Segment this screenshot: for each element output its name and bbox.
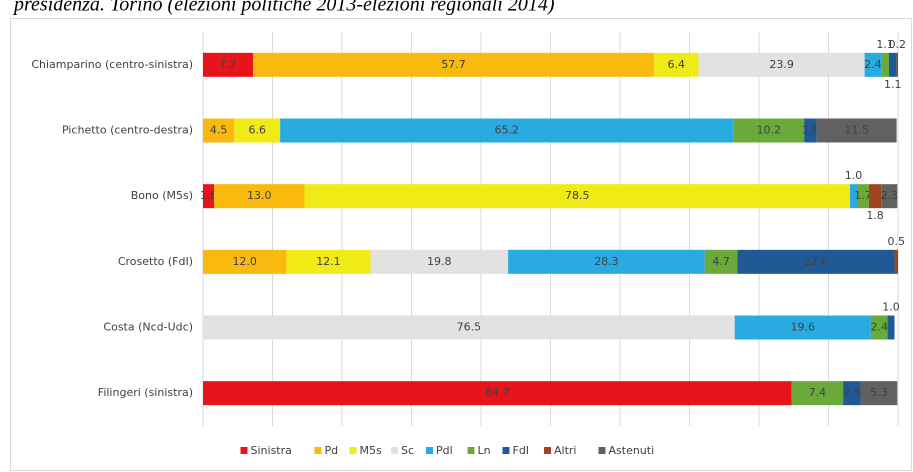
y-tick-label: Filingeri (sinistra) xyxy=(98,386,193,399)
legend-label: Sinistra xyxy=(251,444,292,457)
legend-label: Ln xyxy=(478,444,491,457)
data-label: 7.2 xyxy=(219,58,237,71)
bar-segment xyxy=(734,315,871,340)
data-label: 6.4 xyxy=(668,58,686,71)
data-label: 19.8 xyxy=(427,255,452,268)
bar-segment xyxy=(881,184,898,209)
data-label: 1.1 xyxy=(884,78,902,91)
data-label: 2.3 xyxy=(881,189,899,202)
bar-segment xyxy=(286,249,371,274)
legend-swatch xyxy=(426,447,433,454)
data-label: 65.2 xyxy=(494,124,519,137)
data-label: 1.0 xyxy=(882,301,900,314)
bar-segment xyxy=(856,184,869,209)
data-label: 6.6 xyxy=(248,124,266,137)
bar-segment xyxy=(888,52,897,77)
data-label: 1.1 xyxy=(876,38,894,51)
bar-segment xyxy=(887,315,895,340)
data-label: 12.0 xyxy=(232,255,257,268)
legend-swatch xyxy=(544,447,551,454)
data-label: 7.4 xyxy=(809,386,827,399)
data-label: 0.5 xyxy=(888,235,906,248)
bar-segment xyxy=(203,52,254,77)
data-label: 5.3 xyxy=(870,386,888,399)
data-label: 2.4 xyxy=(864,58,882,71)
data-label: 0.2 xyxy=(889,38,907,51)
bar-segment xyxy=(280,118,734,143)
data-label: 11.5 xyxy=(844,124,869,137)
legend-label: Astenuti xyxy=(609,444,655,457)
bar-segment xyxy=(860,381,898,406)
bar-segment xyxy=(304,184,851,209)
data-label: 1.8 xyxy=(802,124,820,137)
legend-swatch xyxy=(467,447,475,454)
bar-segment xyxy=(816,118,897,143)
legend-swatch xyxy=(349,447,357,454)
y-tick-label: Pichetto (centro-destra) xyxy=(62,124,193,137)
bar-segment xyxy=(214,184,305,209)
data-label: 84.7 xyxy=(485,386,510,399)
bar-segment xyxy=(733,118,805,143)
bar-segment xyxy=(896,52,898,77)
bar-segment xyxy=(791,381,844,406)
legend-label: M5s xyxy=(360,444,382,457)
data-label: 1.6 xyxy=(200,189,218,202)
bar-segment xyxy=(203,184,215,209)
bar-segment xyxy=(804,118,817,143)
data-label: 4.5 xyxy=(210,124,228,137)
bar-segment xyxy=(698,52,865,77)
legend-swatch xyxy=(502,447,510,454)
chart-title: presidenza. Torino (elezioni politiche 2… xyxy=(12,0,555,16)
data-label: 4.7 xyxy=(712,255,730,268)
data-label: 1.8 xyxy=(866,209,884,222)
bar-segment xyxy=(253,52,655,77)
bar-segment xyxy=(234,118,281,143)
data-label: 13.0 xyxy=(247,189,272,202)
data-label: 28.3 xyxy=(594,255,619,268)
data-label: 76.5 xyxy=(457,321,482,334)
data-label: 1.0 xyxy=(845,169,863,182)
data-label: 78.5 xyxy=(565,189,590,202)
legend-label: FdI xyxy=(513,444,530,457)
legend-swatch xyxy=(391,447,398,454)
bar-segment xyxy=(203,381,792,406)
y-tick-label: Costa (Ncd-Udc) xyxy=(103,321,193,334)
data-label: 57.7 xyxy=(441,58,466,71)
y-tick-label: Chiamparino (centro-sinistra) xyxy=(31,58,193,71)
bar-segment xyxy=(737,249,895,274)
bar-segment xyxy=(508,249,705,274)
bar-segment xyxy=(843,381,861,406)
legend-swatch xyxy=(240,447,248,454)
legend-label: Altri xyxy=(554,444,576,457)
data-label: 1.7 xyxy=(854,189,872,202)
data-label: 2.5 xyxy=(843,386,861,399)
data-label: 10.2 xyxy=(756,124,781,137)
bar-segment xyxy=(870,315,888,340)
bar-segment xyxy=(881,52,889,77)
data-label: 2.4 xyxy=(870,321,888,334)
legend-swatch xyxy=(314,447,322,454)
bar-segment xyxy=(203,315,735,340)
data-label: 23.9 xyxy=(769,58,794,71)
bar-segment xyxy=(868,184,882,209)
bar-segment xyxy=(654,52,699,77)
bar-segment xyxy=(704,249,738,274)
legend-label: Sc xyxy=(401,444,414,457)
y-tick-label: Bono (M5s) xyxy=(131,189,193,202)
data-label: 19.6 xyxy=(791,321,816,334)
bar-segment xyxy=(864,52,882,77)
bar-segment xyxy=(370,249,509,274)
data-label: 12.1 xyxy=(316,255,341,268)
bar-segment xyxy=(850,184,857,209)
bar-segment xyxy=(203,118,235,143)
bar-segment xyxy=(894,249,898,274)
legend-swatch xyxy=(598,447,606,454)
legend-label: Pdl xyxy=(436,444,453,457)
y-tick-label: Crosetto (FdI) xyxy=(118,255,193,268)
legend-label: Pd xyxy=(325,444,339,457)
data-label: 22.6 xyxy=(804,255,829,268)
bar-segment xyxy=(203,249,287,274)
